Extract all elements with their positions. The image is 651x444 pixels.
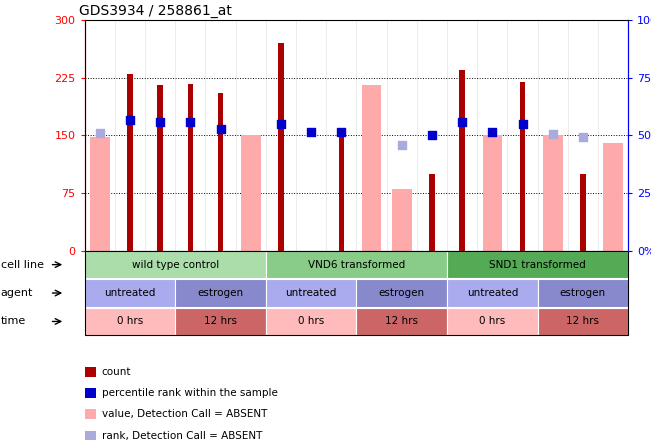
Point xyxy=(185,119,195,126)
Point xyxy=(426,132,437,139)
Text: VND6 transformed: VND6 transformed xyxy=(308,260,405,270)
Point xyxy=(125,116,135,123)
Bar xyxy=(90,137,109,251)
Point xyxy=(94,130,105,137)
Text: 0 hrs: 0 hrs xyxy=(298,317,324,326)
Bar xyxy=(278,43,284,251)
Text: estrogen: estrogen xyxy=(379,288,425,298)
Point xyxy=(518,120,528,127)
Bar xyxy=(392,189,411,251)
Text: agent: agent xyxy=(1,288,33,298)
Bar xyxy=(429,174,435,251)
Text: cell line: cell line xyxy=(1,260,44,270)
Text: GDS3934 / 258861_at: GDS3934 / 258861_at xyxy=(79,4,232,18)
Point xyxy=(457,119,467,126)
Bar xyxy=(519,82,525,251)
Bar xyxy=(127,74,133,251)
Text: 0 hrs: 0 hrs xyxy=(479,317,505,326)
Bar xyxy=(187,84,193,251)
Text: value, Detection Call = ABSENT: value, Detection Call = ABSENT xyxy=(102,409,267,419)
Text: percentile rank within the sample: percentile rank within the sample xyxy=(102,388,277,398)
Text: untreated: untreated xyxy=(467,288,518,298)
Text: time: time xyxy=(1,317,26,326)
Text: 0 hrs: 0 hrs xyxy=(117,317,143,326)
Point xyxy=(336,128,346,135)
Bar xyxy=(241,135,260,251)
Text: estrogen: estrogen xyxy=(560,288,606,298)
Bar xyxy=(543,135,562,251)
Point xyxy=(396,141,407,148)
Point xyxy=(577,133,588,140)
Bar xyxy=(482,135,502,251)
Point xyxy=(215,126,226,133)
Text: estrogen: estrogen xyxy=(197,288,243,298)
Point xyxy=(155,119,165,126)
Point xyxy=(487,128,497,135)
Text: 12 hrs: 12 hrs xyxy=(566,317,600,326)
Point xyxy=(547,131,558,138)
Text: 12 hrs: 12 hrs xyxy=(204,317,237,326)
Bar xyxy=(603,143,623,251)
Text: untreated: untreated xyxy=(285,288,337,298)
Text: wild type control: wild type control xyxy=(132,260,219,270)
Bar xyxy=(158,85,163,251)
Bar xyxy=(218,93,223,251)
Text: count: count xyxy=(102,367,131,377)
Bar xyxy=(362,85,381,251)
Point xyxy=(276,120,286,127)
Point xyxy=(306,128,316,135)
Text: rank, Detection Call = ABSENT: rank, Detection Call = ABSENT xyxy=(102,431,262,440)
Bar xyxy=(460,70,465,251)
Text: 12 hrs: 12 hrs xyxy=(385,317,418,326)
Text: SND1 transformed: SND1 transformed xyxy=(490,260,586,270)
Bar xyxy=(339,135,344,251)
Bar xyxy=(580,174,586,251)
Text: untreated: untreated xyxy=(104,288,156,298)
